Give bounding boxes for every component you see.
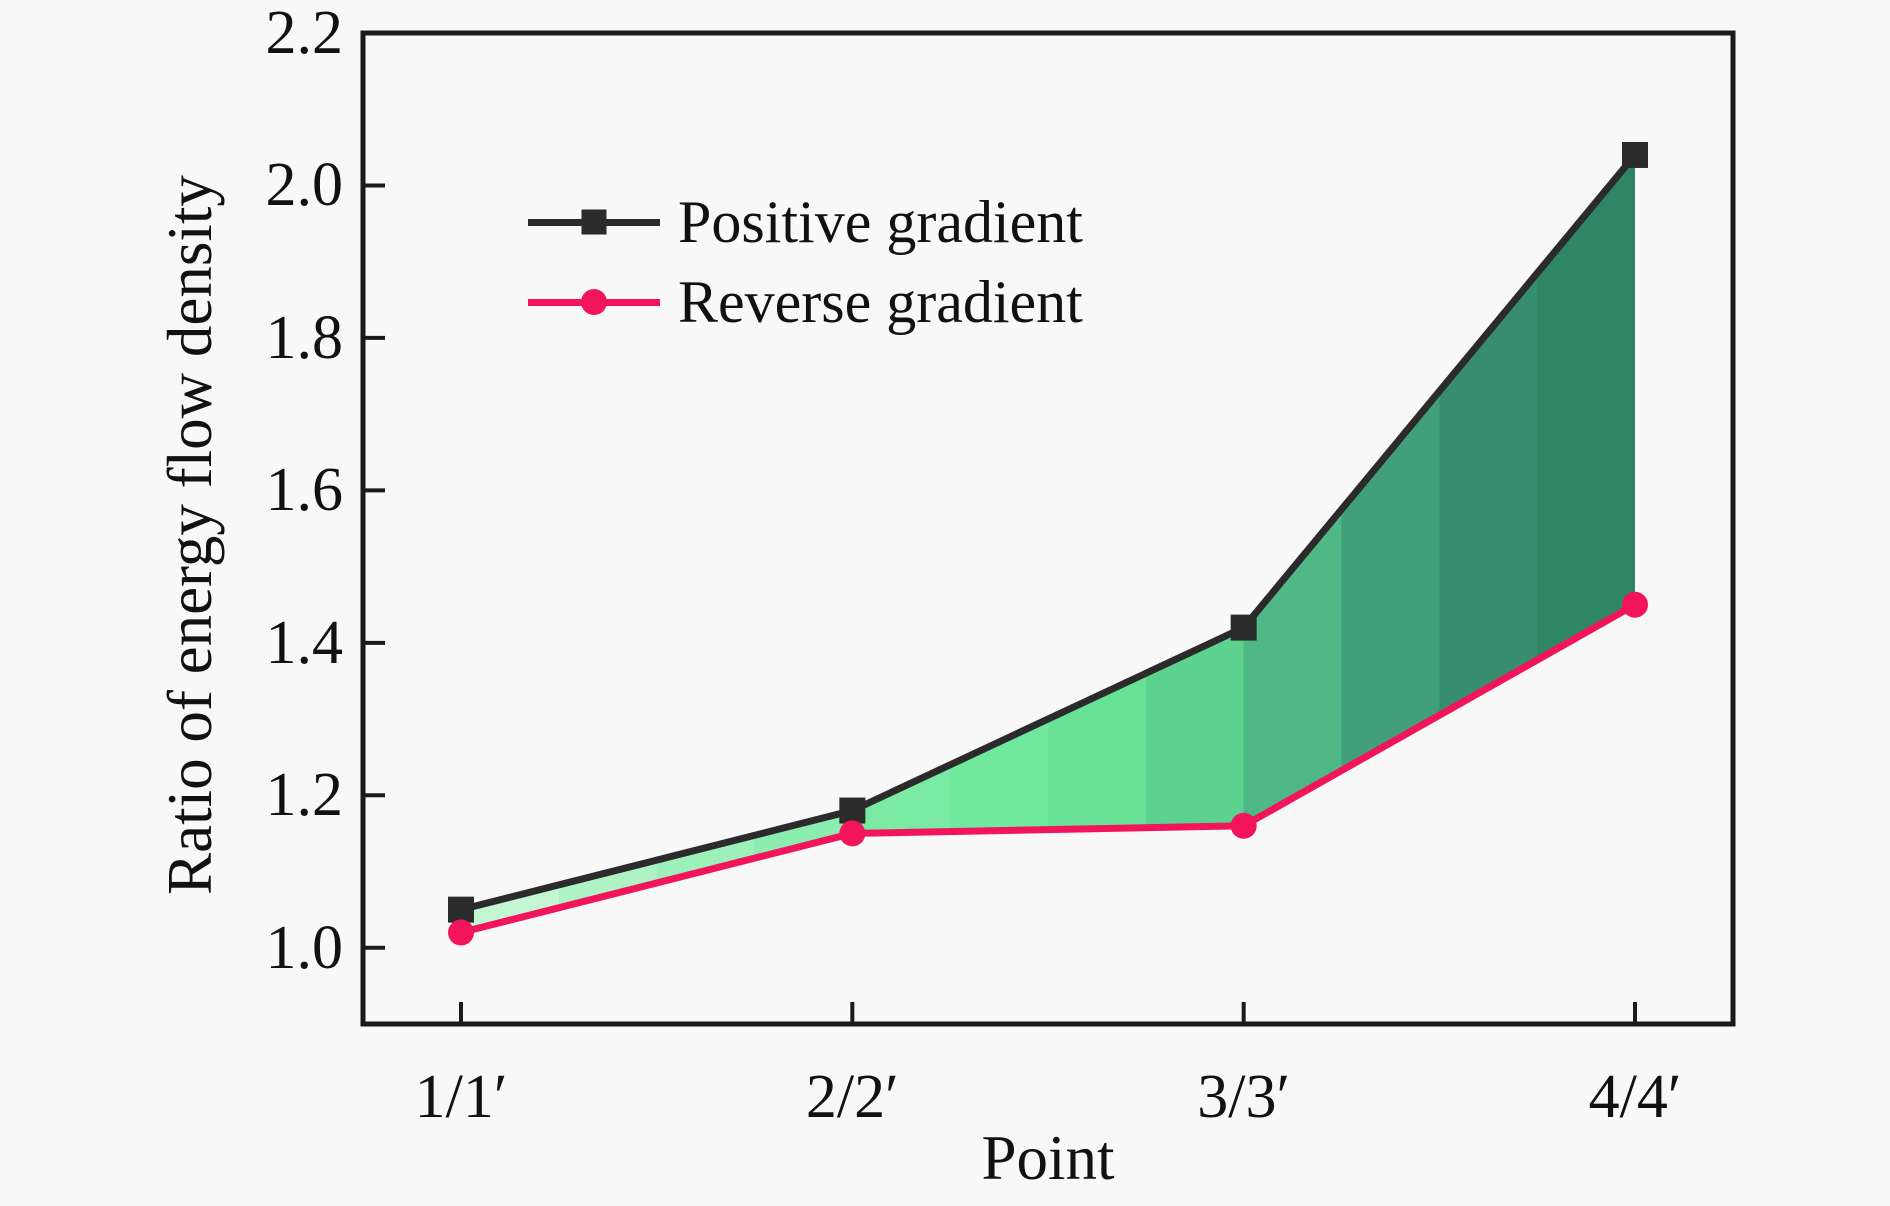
legend-line-reverse <box>528 299 660 306</box>
y-tick-label: 1.0 <box>143 911 343 985</box>
chart-figure: 1.01.21.41.61.82.02.2 1/1′2/2′3/3′4/4′ P… <box>0 0 1890 1206</box>
legend-item-reverse-gradient: Reverse gradient <box>528 262 1083 342</box>
legend-line-positive <box>528 219 660 226</box>
legend-label-positive: Positive gradient <box>678 190 1083 254</box>
legend-label-reverse: Reverse gradient <box>678 270 1083 334</box>
legend: Positive gradient Reverse gradient <box>528 182 1083 342</box>
x-tick-label: 4/4′ <box>1475 1060 1795 1134</box>
x-tick-label: 1/1′ <box>301 1060 621 1134</box>
circle-marker-icon <box>581 289 607 315</box>
y-axis-label: Ratio of energy flow density <box>154 175 226 895</box>
x-axis-label: Point <box>848 1122 1248 1194</box>
legend-item-positive-gradient: Positive gradient <box>528 182 1083 262</box>
y-tick-label: 2.2 <box>143 0 343 70</box>
square-marker-icon <box>582 210 607 235</box>
